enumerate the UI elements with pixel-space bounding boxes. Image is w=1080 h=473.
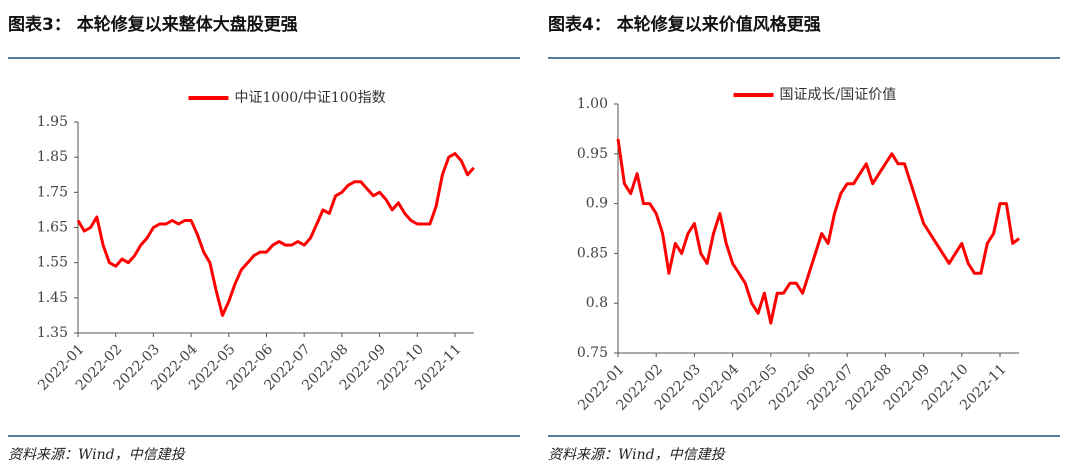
y-tick-label: 1.65	[37, 220, 68, 236]
y-tick-label: 1.75	[37, 184, 68, 200]
y-tick-label: 1.85	[37, 149, 68, 165]
y-tick-label: 0.8	[586, 295, 608, 311]
chart-title: 图表3： 本轮修复以来整体大盘股更强	[8, 14, 298, 35]
y-tick-label: 0.9	[586, 196, 608, 212]
line-series	[76, 152, 475, 317]
source: 资料来源：Wind，中信建投	[8, 447, 187, 463]
y-tick-label: 1.55	[37, 255, 68, 271]
line-series	[616, 138, 1021, 325]
chart-title: 图表4： 本轮修复以来价值风格更强	[548, 14, 821, 35]
y-tick-label: 0.85	[577, 245, 608, 261]
y-tick-label: 0.95	[577, 146, 608, 162]
y-tick-label: 1.45	[37, 290, 68, 306]
legend-label: 中证1000/中证100指数	[235, 90, 386, 106]
y-tick-label: 0.75	[577, 345, 608, 361]
y-tick-label: 1.00	[577, 96, 608, 112]
y-tick-label: 1.35	[37, 325, 68, 341]
legend-label: 国证成长/国证价值	[780, 87, 897, 103]
y-tick-label: 1.95	[37, 114, 68, 130]
source: 资料来源：Wind，中信建投	[548, 447, 727, 463]
